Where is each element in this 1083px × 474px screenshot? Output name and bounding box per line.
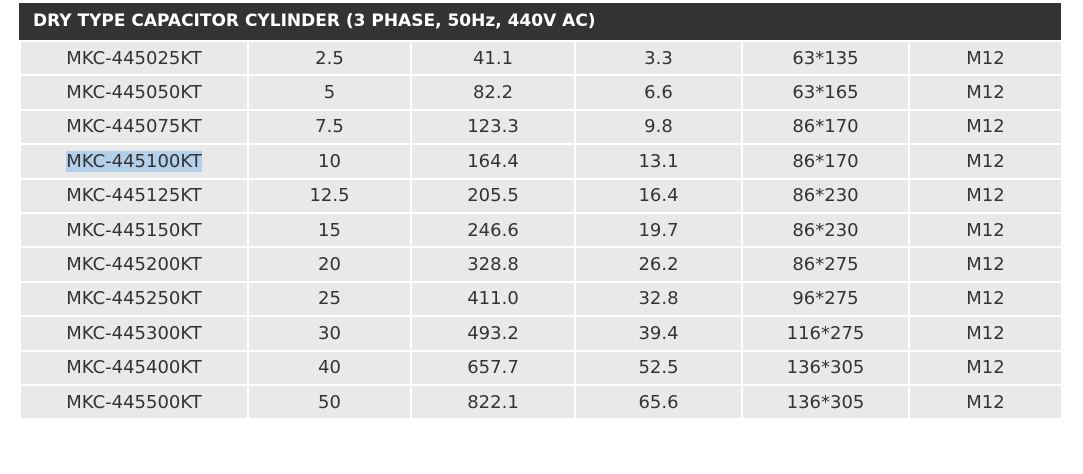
- table-cell: 96*275: [741, 280, 910, 318]
- table-row: MKC-445300KT 30 493.2 39.4 116*275 M12: [19, 315, 1063, 352]
- table-cell: MKC-445025KT: [19, 39, 249, 77]
- table-cell: 52.5: [574, 349, 743, 386]
- table-row: MKC-445200KT 20 328.8 26.2 86*275 M12: [19, 246, 1063, 283]
- table-cell: 493.2: [410, 315, 576, 352]
- table-cell: 65.6: [574, 383, 743, 421]
- table-cell: M12: [908, 177, 1063, 214]
- spec-table: MKC-445025KT 2.5 41.1 3.3 63*135 M12 MKC-44505…: [19, 39, 1063, 421]
- table-cell: 136*305: [741, 349, 910, 386]
- table-cell: 86*170: [741, 143, 910, 180]
- table-cell: MKC-445075KT: [19, 108, 249, 146]
- table-cell: 86*230: [741, 211, 910, 249]
- table-cell: M12: [908, 143, 1063, 180]
- table-cell: M12: [908, 246, 1063, 283]
- table-cell: 86*170: [741, 108, 910, 146]
- table-cell: M12: [908, 349, 1063, 386]
- table-cell: 2.5: [247, 39, 412, 77]
- table-cell: 123.3: [410, 108, 576, 146]
- table-cell: M12: [908, 383, 1063, 421]
- table-cell: MKC-445200KT: [19, 246, 249, 283]
- table-cell: 116*275: [741, 315, 910, 352]
- table-row: MKC-445025KT 2.5 41.1 3.3 63*135 M12: [19, 39, 1063, 77]
- table-cell: MKC-445150KT: [19, 211, 249, 249]
- table-cell: M12: [908, 211, 1063, 249]
- table-cell: M12: [908, 74, 1063, 111]
- table-cell: 136*305: [741, 383, 910, 421]
- table-cell: 9.8: [574, 108, 743, 146]
- table-cell: 63*165: [741, 74, 910, 111]
- table-cell: 13.1: [574, 143, 743, 180]
- table-cell: 50: [247, 383, 412, 421]
- table-cell: 26.2: [574, 246, 743, 283]
- table-cell: 63*135: [741, 39, 910, 77]
- table-cell: MKC-445250KT: [19, 280, 249, 318]
- table-cell: MKC-445050KT: [19, 74, 249, 111]
- table-cell: 12.5: [247, 177, 412, 214]
- table-cell: 657.7: [410, 349, 576, 386]
- table-cell: 82.2: [410, 74, 576, 111]
- table-row: MKC-445150KT 15 246.6 19.7 86*230 M12: [19, 211, 1063, 249]
- table-cell: MKC-445500KT: [19, 383, 249, 421]
- table-cell: M12: [908, 39, 1063, 77]
- table-cell: 16.4: [574, 177, 743, 214]
- table-row: MKC-445400KT 40 657.7 52.5 136*305 M12: [19, 349, 1063, 386]
- table-cell: 30: [247, 315, 412, 352]
- selected-text: MKC-445100KT: [66, 150, 202, 172]
- table-cell: MKC-445125KT: [19, 177, 249, 214]
- table-cell: 39.4: [574, 315, 743, 352]
- table-cell: 86*230: [741, 177, 910, 214]
- table-cell: 86*275: [741, 246, 910, 283]
- table-cell: 25: [247, 280, 412, 318]
- table-title: DRY TYPE CAPACITOR CYLINDER (3 PHASE, 50…: [19, 3, 1061, 40]
- table-cell: MKC-445400KT: [19, 349, 249, 386]
- table-cell: 164.4: [410, 143, 576, 180]
- table-cell: 411.0: [410, 280, 576, 318]
- table-cell: 328.8: [410, 246, 576, 283]
- table-cell: 40: [247, 349, 412, 386]
- table-cell: 246.6: [410, 211, 576, 249]
- table-cell: 41.1: [410, 39, 576, 77]
- table-body: MKC-445025KT 2.5 41.1 3.3 63*135 M12 MKC-44505…: [19, 39, 1063, 421]
- table-row: MKC-445250KT 25 411.0 32.8 96*275 M12: [19, 280, 1063, 318]
- table-row: MKC-445075KT 7.5 123.3 9.8 86*170 M12: [19, 108, 1063, 146]
- table-row: MKC-445100KT 10 164.4 13.1 86*170 M12: [19, 143, 1063, 180]
- table-cell: M12: [908, 108, 1063, 146]
- table-cell: M12: [908, 280, 1063, 318]
- table-cell: 20: [247, 246, 412, 283]
- table-cell: 7.5: [247, 108, 412, 146]
- table-row: MKC-445050KT 5 82.2 6.6 63*165 M12: [19, 74, 1063, 111]
- table-row: MKC-445500KT 50 822.1 65.6 136*305 M12: [19, 383, 1063, 421]
- table-cell: 15: [247, 211, 412, 249]
- table-cell: MKC-445300KT: [19, 315, 249, 352]
- table-cell: 6.6: [574, 74, 743, 111]
- table-cell: 10: [247, 143, 412, 180]
- table-cell: 32.8: [574, 280, 743, 318]
- spec-table-block: DRY TYPE CAPACITOR CYLINDER (3 PHASE, 50…: [19, 3, 1063, 421]
- table-cell: 205.5: [410, 177, 576, 214]
- table-row: MKC-445125KT 12.5 205.5 16.4 86*230 M12: [19, 177, 1063, 214]
- table-cell: 3.3: [574, 39, 743, 77]
- table-cell: MKC-445100KT: [19, 143, 249, 180]
- table-cell: 19.7: [574, 211, 743, 249]
- table-cell: M12: [908, 315, 1063, 352]
- table-cell: 5: [247, 74, 412, 111]
- table-cell: 822.1: [410, 383, 576, 421]
